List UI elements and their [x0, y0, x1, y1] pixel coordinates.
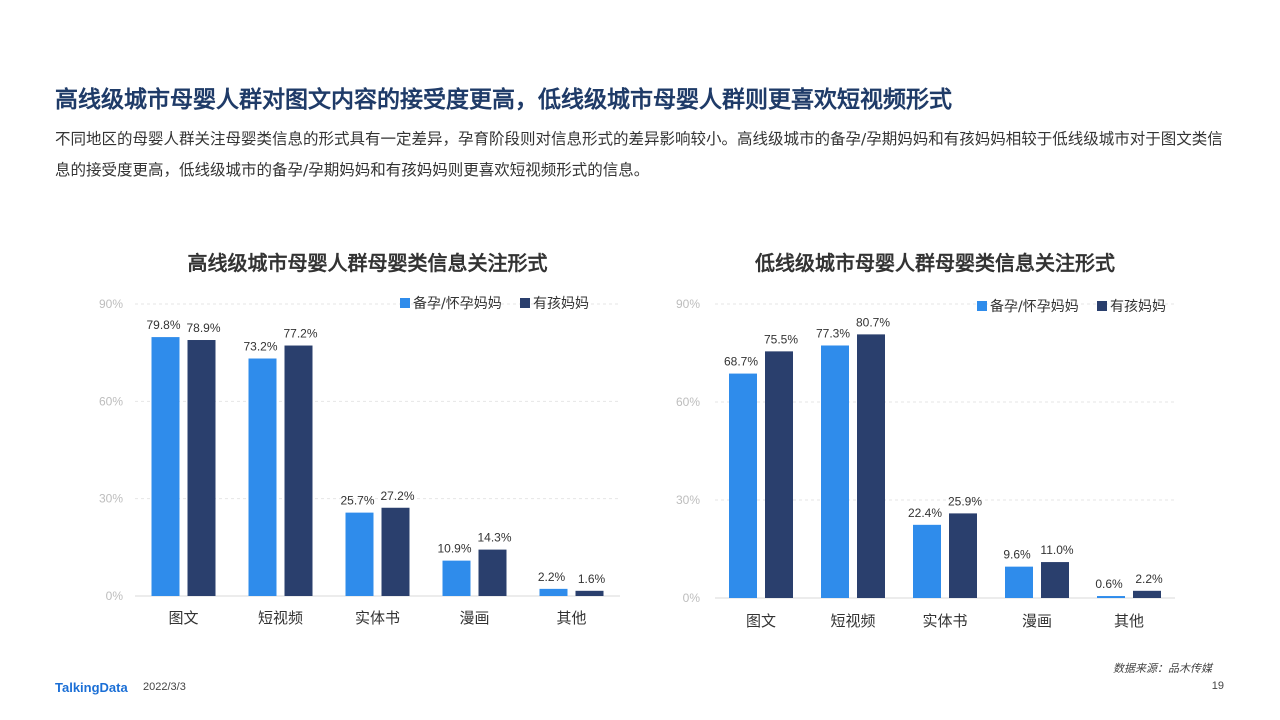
bar	[821, 345, 849, 598]
category-label: 短视频	[258, 609, 303, 627]
legend-label: 有孩妈妈	[533, 296, 589, 312]
data-label: 9.6%	[1003, 548, 1031, 562]
bar	[1005, 566, 1033, 598]
data-label: 68.7%	[724, 355, 758, 369]
data-label: 77.2%	[283, 327, 317, 341]
slide-description: 不同地区的母婴人群关注母婴类信息的形式具有一定差异，孕育阶段则对信息形式的差异影…	[55, 130, 1223, 179]
y-tick-label: 90%	[99, 297, 123, 311]
category-label: 其他	[1114, 612, 1144, 630]
legend-label: 备孕/怀孕妈妈	[990, 298, 1079, 315]
category-label: 短视频	[830, 612, 875, 630]
category-label: 实体书	[355, 609, 400, 627]
legend-swatch	[520, 298, 530, 308]
y-tick-label: 90%	[676, 297, 700, 311]
data-label: 77.3%	[816, 326, 850, 340]
data-label: 22.4%	[908, 506, 942, 520]
legend-label: 备孕/怀孕妈妈	[413, 295, 502, 312]
bar	[478, 549, 507, 596]
data-label: 80.7%	[856, 315, 890, 329]
bar	[857, 334, 885, 598]
bar	[442, 560, 471, 596]
data-label: 0.6%	[1095, 577, 1123, 591]
slide-headline: 高线级城市母婴人群对图文内容的接受度更高，低线级城市母婴人群则更喜欢短视频形式	[55, 87, 952, 113]
data-label: 73.2%	[243, 340, 277, 354]
data-label: 79.8%	[146, 318, 180, 332]
data-label: 2.2%	[1135, 572, 1163, 586]
data-label: 78.9%	[186, 321, 220, 335]
data-label: 75.5%	[764, 332, 798, 346]
data-label: 11.0%	[1040, 543, 1073, 557]
bar	[765, 351, 793, 598]
chart-title: 高线级城市母婴人群母婴类信息关注形式	[188, 251, 548, 275]
category-label: 实体书	[922, 612, 967, 630]
data-label: 2.2%	[538, 570, 566, 584]
talkingdata-logo: TalkingData	[55, 680, 128, 695]
category-label: 图文	[168, 609, 198, 627]
data-label: 10.9%	[437, 542, 471, 556]
category-label: 图文	[746, 612, 776, 630]
y-tick-label: 60%	[99, 394, 123, 408]
bar	[381, 507, 410, 596]
data-label: 27.2%	[380, 489, 414, 503]
chart-svg: 低线级城市母婴人群母婴类信息关注形式 0% 30% 60% 90% 68.7% 75.5% 图…	[676, 251, 1175, 630]
bar	[151, 337, 180, 596]
legend-swatch	[400, 298, 410, 308]
chart-low-tier: 低线级城市母婴人群母婴类信息关注形式 0% 30% 60% 90% 68.7% 75.5% 图…	[645, 240, 1245, 640]
page-number: 19	[1211, 680, 1224, 692]
data-label: 25.7%	[340, 494, 374, 508]
legend-swatch	[977, 301, 987, 311]
bar	[1041, 562, 1069, 598]
y-tick-label: 30%	[99, 492, 123, 506]
bar	[1097, 596, 1125, 598]
bar	[575, 590, 604, 596]
data-source: 数据来源：品木传媒	[1113, 662, 1212, 675]
data-label: 25.9%	[948, 494, 982, 508]
category-label: 其他	[556, 609, 586, 627]
data-label: 1.6%	[578, 572, 606, 586]
y-tick-label: 0%	[106, 589, 124, 603]
bar	[284, 345, 313, 596]
data-label: 14.3%	[477, 531, 511, 545]
chart-title: 低线级城市母婴人群母婴类信息关注形式	[754, 251, 1115, 275]
legend-label: 有孩妈妈	[1110, 299, 1166, 315]
y-tick-label: 0%	[683, 591, 701, 605]
bar	[729, 373, 757, 598]
category-label: 漫画	[459, 609, 489, 627]
bar	[345, 512, 374, 596]
bar	[539, 588, 568, 596]
footer-date: 2022/3/3	[143, 681, 186, 693]
bar	[248, 358, 277, 596]
y-tick-label: 30%	[676, 493, 700, 507]
chart-high-tier: 高线级城市母婴人群母婴类信息关注形式 0% 30% 60% 90% 79.8% 78.9% 图…	[60, 240, 660, 640]
category-label: 漫画	[1022, 612, 1052, 630]
bar	[949, 513, 977, 598]
bar	[1133, 590, 1161, 598]
bar	[187, 340, 216, 596]
legend-swatch	[1097, 301, 1107, 311]
y-tick-label: 60%	[676, 395, 700, 409]
bar	[913, 524, 941, 598]
chart-svg: 高线级城市母婴人群母婴类信息关注形式 0% 30% 60% 90% 79.8% 78.9% 图…	[99, 251, 620, 627]
